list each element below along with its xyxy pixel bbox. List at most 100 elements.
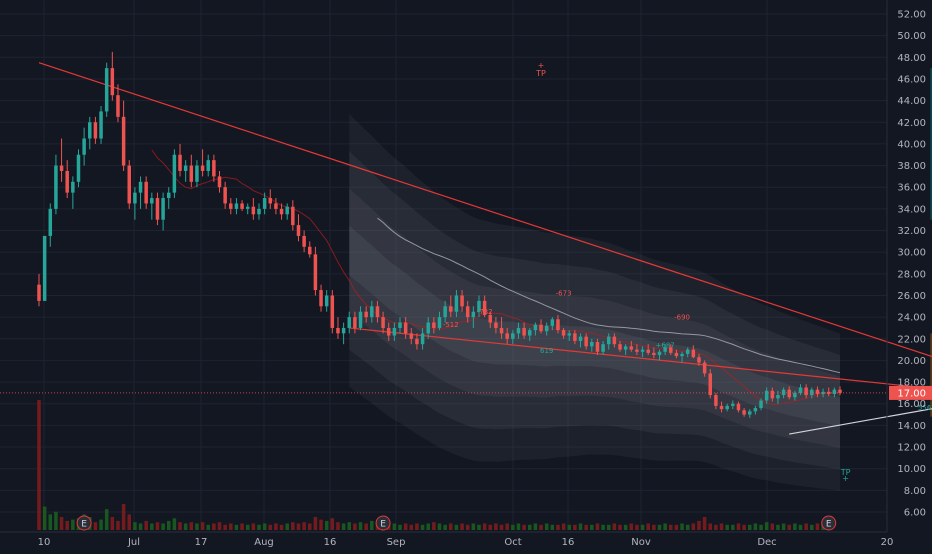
candle[interactable]	[764, 387, 769, 404]
candle[interactable]	[133, 187, 137, 220]
candle[interactable]	[392, 322, 397, 341]
candle[interactable]	[375, 300, 380, 323]
candle[interactable]	[815, 386, 820, 398]
candle[interactable]	[308, 241, 312, 258]
candle[interactable]	[82, 127, 86, 166]
candle[interactable]	[206, 154, 210, 177]
candles[interactable]	[37, 51, 842, 418]
candle[interactable]	[516, 322, 521, 339]
candle[interactable]	[415, 333, 419, 350]
candle[interactable]	[702, 360, 707, 377]
candle[interactable]	[465, 300, 470, 323]
candle[interactable]	[573, 330, 577, 345]
candle[interactable]	[245, 203, 250, 215]
candle[interactable]	[793, 390, 797, 401]
candle[interactable]	[403, 317, 408, 339]
candle[interactable]	[336, 317, 340, 339]
candle[interactable]	[494, 317, 498, 334]
candle[interactable]	[296, 214, 301, 242]
candle[interactable]	[832, 387, 837, 398]
candle[interactable]	[454, 290, 459, 318]
candle[interactable]	[584, 333, 588, 350]
candle[interactable]	[121, 100, 126, 171]
candle[interactable]	[426, 317, 430, 339]
candle[interactable]	[432, 317, 436, 334]
candle[interactable]	[578, 333, 583, 348]
candle[interactable]	[522, 322, 526, 339]
candle[interactable]	[257, 203, 261, 220]
candle[interactable]	[42, 235, 47, 301]
candle[interactable]	[742, 408, 746, 417]
candle[interactable]	[798, 384, 803, 396]
candle[interactable]	[770, 387, 775, 402]
candle[interactable]	[533, 322, 538, 336]
candle[interactable]	[477, 295, 481, 318]
candle[interactable]	[274, 198, 278, 215]
candle[interactable]	[319, 284, 323, 312]
candle[interactable]	[640, 346, 645, 358]
candle[interactable]	[189, 154, 194, 188]
candle[interactable]	[657, 349, 662, 361]
candle[interactable]	[358, 306, 363, 331]
candle[interactable]	[561, 327, 566, 339]
candle[interactable]	[691, 345, 696, 359]
trend-line-2[interactable]	[789, 382, 932, 435]
candle[interactable]	[646, 344, 650, 356]
candle[interactable]	[110, 51, 115, 101]
candle[interactable]	[195, 160, 199, 188]
candle[interactable]	[183, 160, 188, 182]
candle[interactable]	[623, 344, 628, 356]
time-axis[interactable]: 10 Jul 17 Aug 16 Sep Oct 16 Nov Dec 20	[0, 531, 932, 550]
candle[interactable]	[488, 311, 493, 328]
candle[interactable]	[759, 398, 763, 411]
candle[interactable]	[200, 149, 205, 177]
candle[interactable]	[482, 295, 487, 318]
candle[interactable]	[364, 306, 368, 323]
candle[interactable]	[212, 154, 216, 182]
candle[interactable]	[155, 192, 160, 226]
candle[interactable]	[719, 401, 724, 413]
candle[interactable]	[511, 330, 515, 345]
candle[interactable]	[663, 344, 667, 356]
candle[interactable]	[590, 338, 594, 352]
candle[interactable]	[104, 62, 109, 117]
candle[interactable]	[251, 198, 256, 220]
candle[interactable]	[601, 340, 605, 356]
candle[interactable]	[370, 300, 374, 323]
candle[interactable]	[144, 176, 148, 209]
candle[interactable]	[313, 246, 318, 296]
candle[interactable]	[499, 317, 504, 339]
candle[interactable]	[223, 181, 227, 209]
candle[interactable]	[381, 311, 385, 334]
candle[interactable]	[810, 387, 814, 399]
candle[interactable]	[302, 230, 306, 253]
candle[interactable]	[449, 295, 453, 318]
candle[interactable]	[747, 409, 752, 418]
candle[interactable]	[606, 333, 611, 350]
candle[interactable]	[528, 327, 532, 341]
candle[interactable]	[268, 189, 273, 209]
candle[interactable]	[838, 386, 842, 396]
candle[interactable]	[330, 290, 335, 334]
candle[interactable]	[285, 203, 289, 220]
candle[interactable]	[59, 138, 64, 182]
candle[interactable]	[731, 400, 735, 410]
candle[interactable]	[674, 349, 679, 359]
candle[interactable]	[544, 322, 549, 336]
candle[interactable]	[697, 353, 701, 366]
candle[interactable]	[471, 306, 476, 328]
candle[interactable]	[725, 403, 729, 412]
candle[interactable]	[353, 311, 357, 334]
candle[interactable]	[567, 330, 571, 341]
candle[interactable]	[550, 317, 555, 331]
candle[interactable]	[618, 340, 622, 352]
trend-line-0[interactable]	[38, 62, 932, 388]
candle[interactable]	[714, 392, 718, 410]
candle[interactable]	[409, 327, 414, 345]
candle[interactable]	[821, 388, 825, 398]
candle[interactable]	[443, 300, 447, 323]
candle[interactable]	[161, 192, 165, 231]
candle[interactable]	[460, 290, 464, 312]
